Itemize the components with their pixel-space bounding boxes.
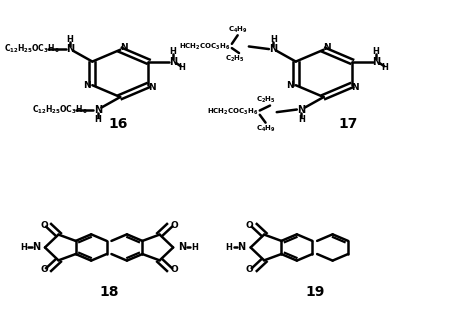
Text: $\mathbf{C_{12}H_{25}OC_3H_6}$: $\mathbf{C_{12}H_{25}OC_3H_6}$ [32,103,88,116]
Text: O: O [40,221,48,230]
Text: H: H [191,243,198,252]
Text: H: H [226,243,233,252]
Text: N: N [269,44,277,54]
Text: $\mathbf{HCH_2COC_3H_6}$: $\mathbf{HCH_2COC_3H_6}$ [207,107,259,117]
Text: H: H [169,47,176,56]
Text: H: H [373,47,380,56]
Text: N: N [372,56,380,66]
Text: $\mathbf{C_4H_9}$: $\mathbf{C_4H_9}$ [255,124,275,134]
Text: $\mathbf{HCH_2COC_3H_6}$: $\mathbf{HCH_2COC_3H_6}$ [180,41,231,51]
Text: O: O [40,265,48,274]
Text: H: H [298,115,305,124]
Text: 19: 19 [305,285,324,299]
Text: H: H [66,35,73,44]
Text: H: H [94,115,101,124]
Text: O: O [246,221,254,230]
Text: H: H [382,63,389,72]
Text: 16: 16 [108,117,128,131]
Text: O: O [246,265,254,274]
Text: 17: 17 [338,117,358,131]
Text: N: N [66,44,74,54]
Text: O: O [170,265,178,274]
Text: N: N [148,84,155,92]
Text: H: H [270,35,277,44]
Text: N: N [178,242,186,253]
Text: 18: 18 [99,285,119,299]
Text: N: N [169,56,177,66]
Text: N: N [297,105,305,115]
Text: H: H [178,63,185,72]
Text: N: N [94,105,102,115]
Text: N: N [120,43,128,52]
Text: N: N [83,81,91,90]
Text: N: N [237,242,246,253]
Text: $\mathbf{C_{12}H_{25}OC_3H_6}$: $\mathbf{C_{12}H_{25}OC_3H_6}$ [4,43,60,55]
Text: N: N [323,43,331,52]
Text: $\mathbf{C_4H_9}$: $\mathbf{C_4H_9}$ [228,25,247,35]
Text: $\mathbf{C_2H_5}$: $\mathbf{C_2H_5}$ [255,95,275,105]
Text: N: N [351,84,359,92]
Text: $\mathbf{C_2H_5}$: $\mathbf{C_2H_5}$ [225,54,245,64]
Text: N: N [32,242,40,253]
Text: H: H [20,243,27,252]
Text: N: N [287,81,294,90]
Text: O: O [170,221,178,230]
